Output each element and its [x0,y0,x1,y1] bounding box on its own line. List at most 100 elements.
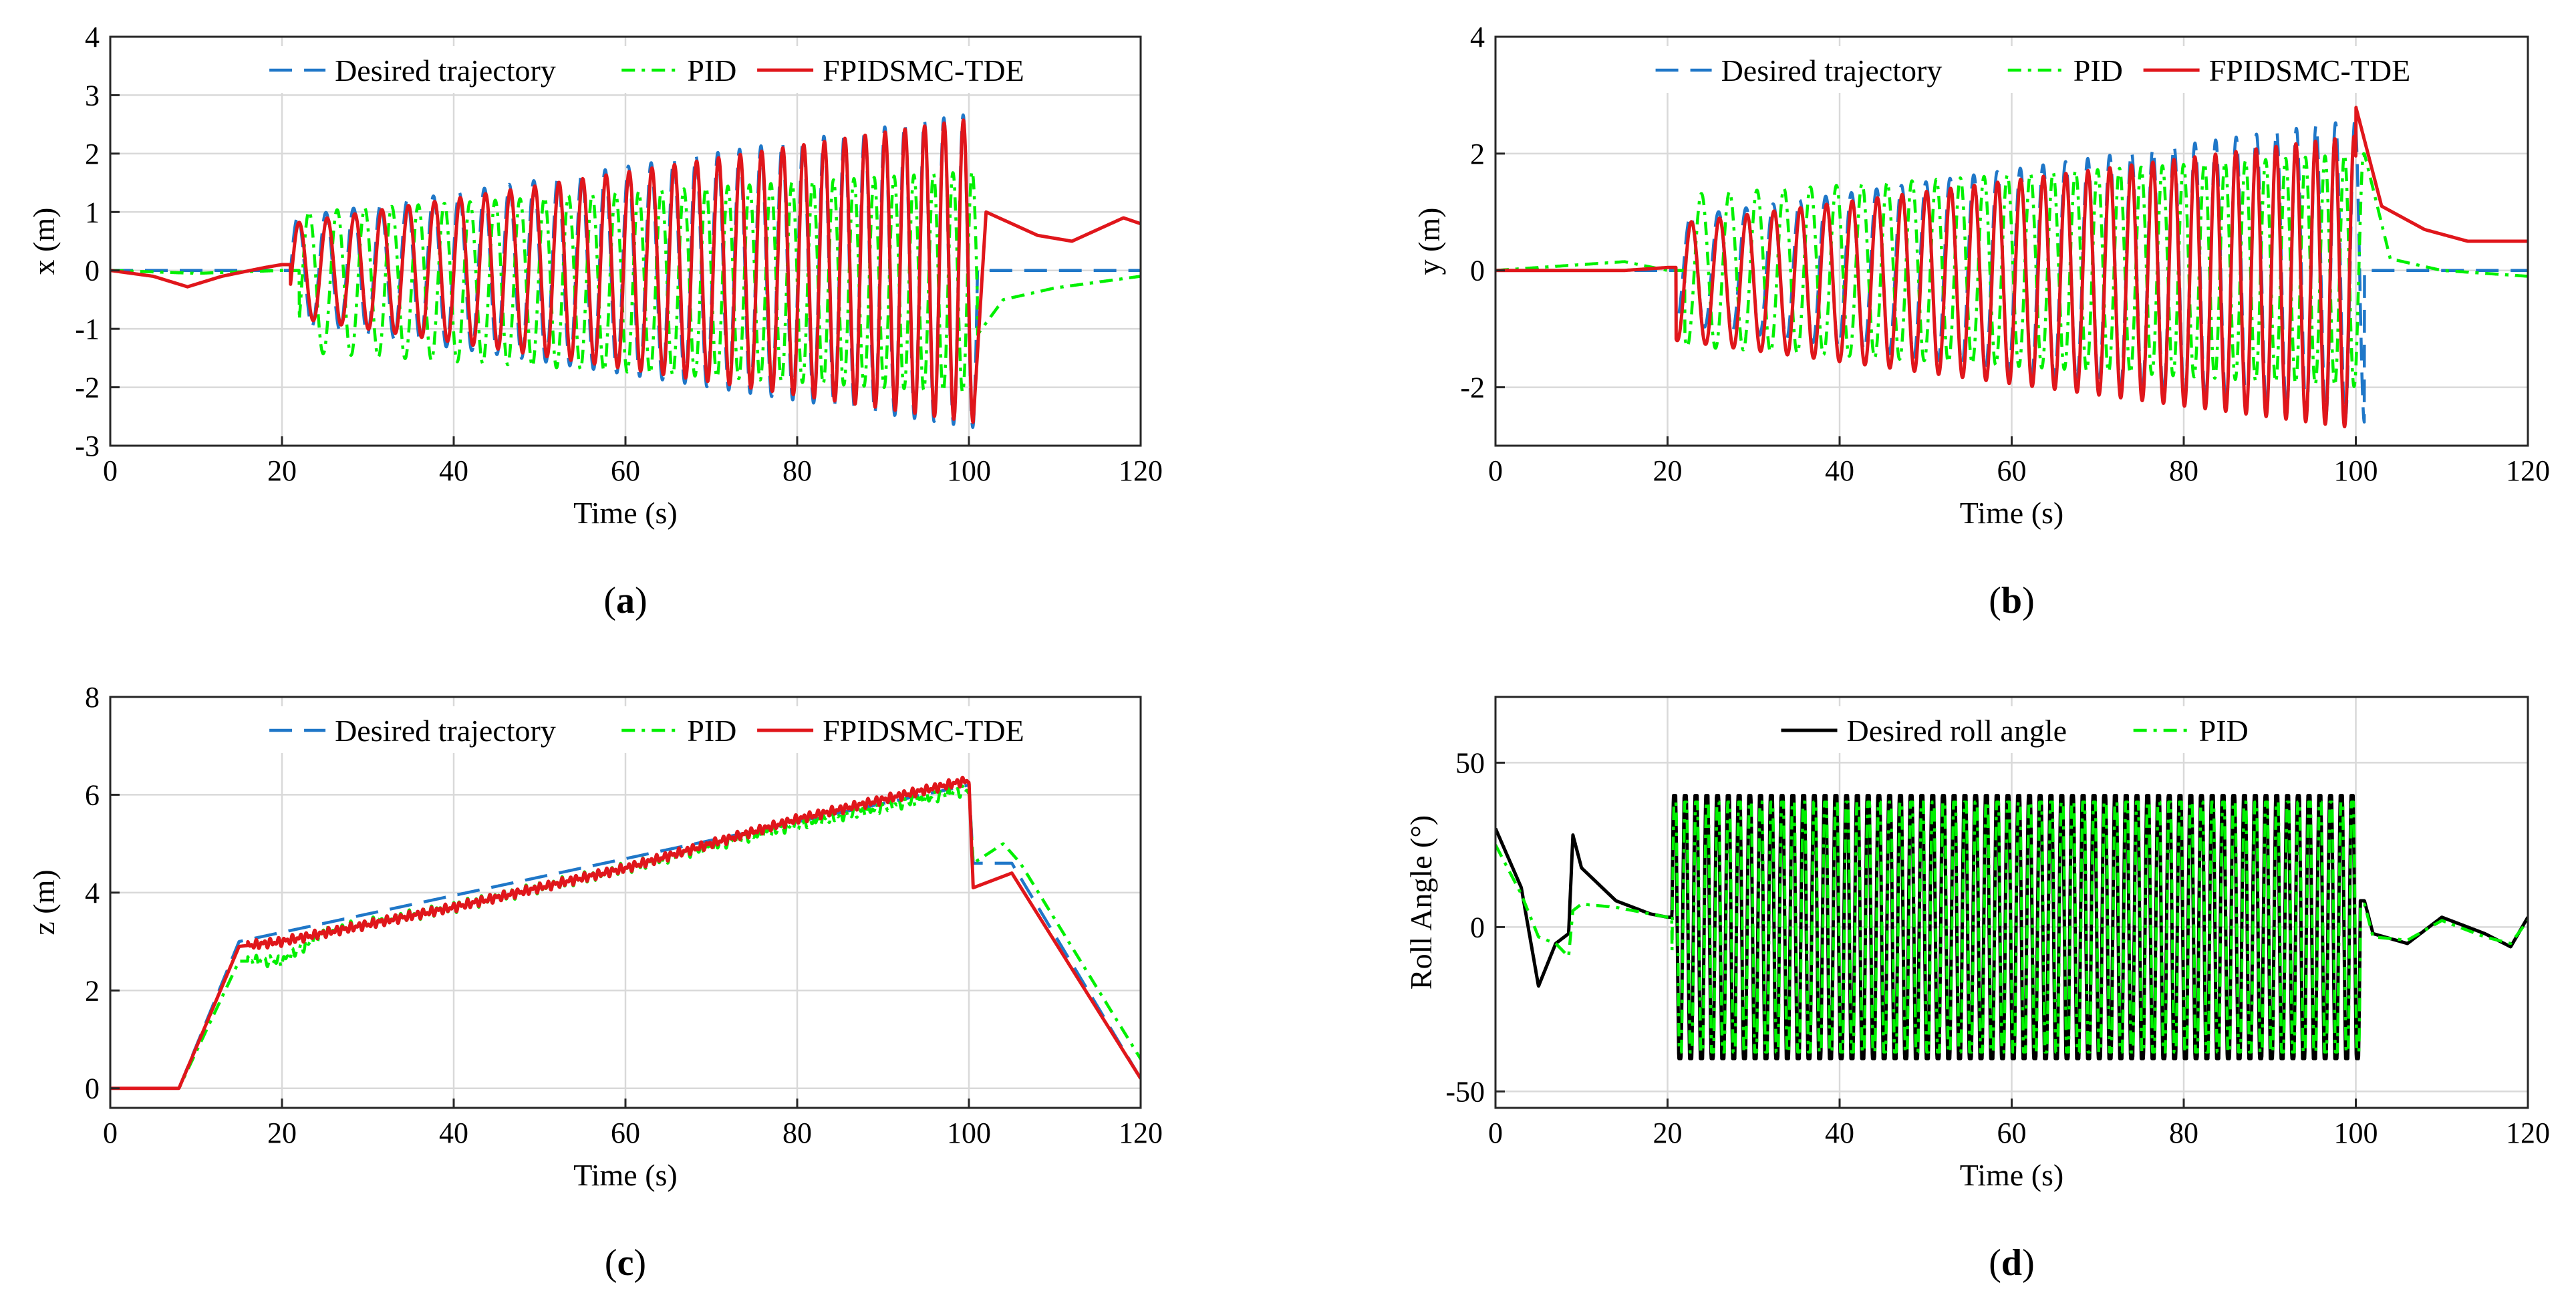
tick-label-y-a-7: 4 [85,21,100,53]
tick-label-y-d-2: 50 [1455,746,1485,779]
series-line-b-1 [1495,152,2528,388]
tick-label-x-a-5: 100 [947,454,991,487]
tick-label-x-a-4: 80 [782,454,812,487]
series-layer-a [110,113,1141,429]
tick-label-y-c-3: 6 [85,778,100,811]
tick-label-x-d-4: 80 [2169,1117,2198,1149]
legend-label-d-1: PID [2199,714,2249,748]
tick-label-y-c-4: 8 [85,681,100,714]
caption-letter-b: b [2001,580,2022,621]
tick-label-x-d-5: 100 [2334,1117,2378,1149]
series-layer-c [110,775,1141,1091]
tick-label-x-a-6: 120 [1119,454,1163,487]
tick-label-x-c-2: 40 [439,1117,468,1149]
tick-label-y-a-4: 1 [85,196,100,229]
caption-letter-c: c [617,1242,634,1284]
tick-label-y-b-2: 2 [1470,138,1485,170]
tick-label-y-d-0: -50 [1445,1075,1485,1108]
tick-label-x-c-6: 120 [1119,1117,1163,1149]
tick-label-x-b-4: 80 [2169,454,2198,487]
legend-label-b-0: Desired trajectory [1721,53,1943,88]
caption-open-a: ( [603,580,616,621]
caption-a: (a) [603,580,647,621]
tick-label-x-b-1: 20 [1653,454,1683,487]
series-line-b-2 [1495,106,2528,428]
series-line-c-2 [110,775,1141,1091]
tick-label-x-a-0: 0 [103,454,118,487]
series-line-a-1 [110,170,1141,394]
tick-label-x-b-0: 0 [1488,454,1503,487]
legend-label-a-0: Desired trajectory [335,53,556,88]
tick-label-y-c-2: 4 [85,877,100,909]
tick-label-y-a-5: 2 [85,138,100,170]
series-layer-b [1495,106,2528,428]
tick-label-x-b-6: 120 [2506,454,2550,487]
tick-label-x-d-0: 0 [1488,1117,1503,1149]
chart-panel-b: 0 20 40 60 80 100 120 -2 0 2 4 Time (s) y (m) Desi… [1412,21,2550,621]
y-axis-label-a: x (m) [27,208,61,275]
chart-panel-c: 0 20 40 60 80 100 120 0 2 4 6 8 Time (s) z (m) Desi… [27,681,1163,1284]
tick-label-y-b-1: 0 [1470,255,1485,287]
y-axis-label-c: z (m) [27,869,61,935]
tick-label-x-d-2: 40 [1825,1117,1854,1149]
caption-open-b: ( [1989,580,2001,621]
tick-label-y-a-1: -2 [75,372,100,404]
ticks-b: 0 20 40 60 80 100 120 -2 0 2 4 [1460,21,2550,487]
caption-letter-a: a [616,580,635,621]
tick-label-x-c-4: 80 [782,1117,812,1149]
tick-label-x-c-5: 100 [947,1117,991,1149]
tick-label-x-c-0: 0 [103,1117,118,1149]
caption-close-a: ) [635,580,648,621]
tick-label-x-a-2: 40 [439,454,468,487]
y-axis-label-d: Roll Angle (°) [1404,815,1438,990]
tick-label-x-a-1: 20 [267,454,297,487]
legend-label-b-2: FPIDSMC-TDE [2209,53,2411,88]
tick-label-y-c-0: 0 [85,1072,100,1105]
caption-b: (b) [1989,580,2034,621]
tick-label-y-c-1: 2 [85,974,100,1007]
legend-label-d-0: Desired roll angle [1846,714,2067,748]
x-axis-label-d: Time (s) [1960,1158,2064,1192]
x-axis-label-a: Time (s) [573,496,678,530]
tick-label-x-a-3: 60 [611,454,640,487]
legend-d: Desired roll angle PID [1767,706,2256,753]
caption-close-c: ) [633,1242,646,1284]
legend-label-c-2: FPIDSMC-TDE [823,714,1024,748]
tick-label-x-b-3: 60 [1997,454,2027,487]
legend-label-c-0: Desired trajectory [335,714,556,748]
ticks-c: 0 20 40 60 80 100 120 0 2 4 6 8 [85,681,1163,1149]
tick-label-y-d-1: 0 [1470,911,1485,944]
caption-open-c: ( [605,1242,617,1284]
caption-letter-d: d [2001,1242,2022,1284]
series-line-a-2 [110,118,1141,424]
legend-label-c-1: PID [687,714,736,748]
tick-label-x-c-3: 60 [611,1117,640,1149]
tick-label-x-d-1: 20 [1653,1117,1683,1149]
tick-label-x-d-3: 60 [1997,1117,2027,1149]
tick-label-y-a-2: -1 [75,313,100,345]
tick-label-y-a-0: -3 [75,430,100,462]
caption-d: (d) [1989,1242,2034,1284]
tick-label-y-a-6: 3 [85,79,100,112]
caption-c: (c) [605,1242,646,1284]
ticks-a: 0 20 40 60 80 100 120 -3 -2 -1 0 1 2 3 4 [75,21,1163,487]
x-axis-label-b: Time (s) [1960,496,2064,530]
caption-open-d: ( [1989,1242,2001,1284]
series-line-d-1 [1495,801,2528,1054]
y-axis-label-b: y (m) [1412,208,1446,275]
tick-label-x-d-6: 120 [2506,1117,2550,1149]
tick-label-x-c-1: 20 [267,1117,297,1149]
tick-label-x-b-2: 40 [1825,454,1854,487]
legend-a: Desired trajectory PID FPIDSMC-TDE [256,46,1024,93]
series-layer-d [1495,794,2528,1060]
caption-close-d: ) [2022,1242,2035,1284]
tick-label-y-a-3: 0 [85,255,100,287]
legend-label-a-2: FPIDSMC-TDE [823,53,1024,88]
chart-panel-a: 0 20 40 60 80 100 120 -3 -2 -1 0 1 2 3 4 Time (s) x (m… [27,21,1163,621]
tick-label-y-b-3: 4 [1470,21,1485,53]
legend-b: Desired trajectory PID FPIDSMC-TDE [1642,46,2411,93]
legend-c: Desired trajectory PID FPIDSMC-TDE [256,706,1024,753]
